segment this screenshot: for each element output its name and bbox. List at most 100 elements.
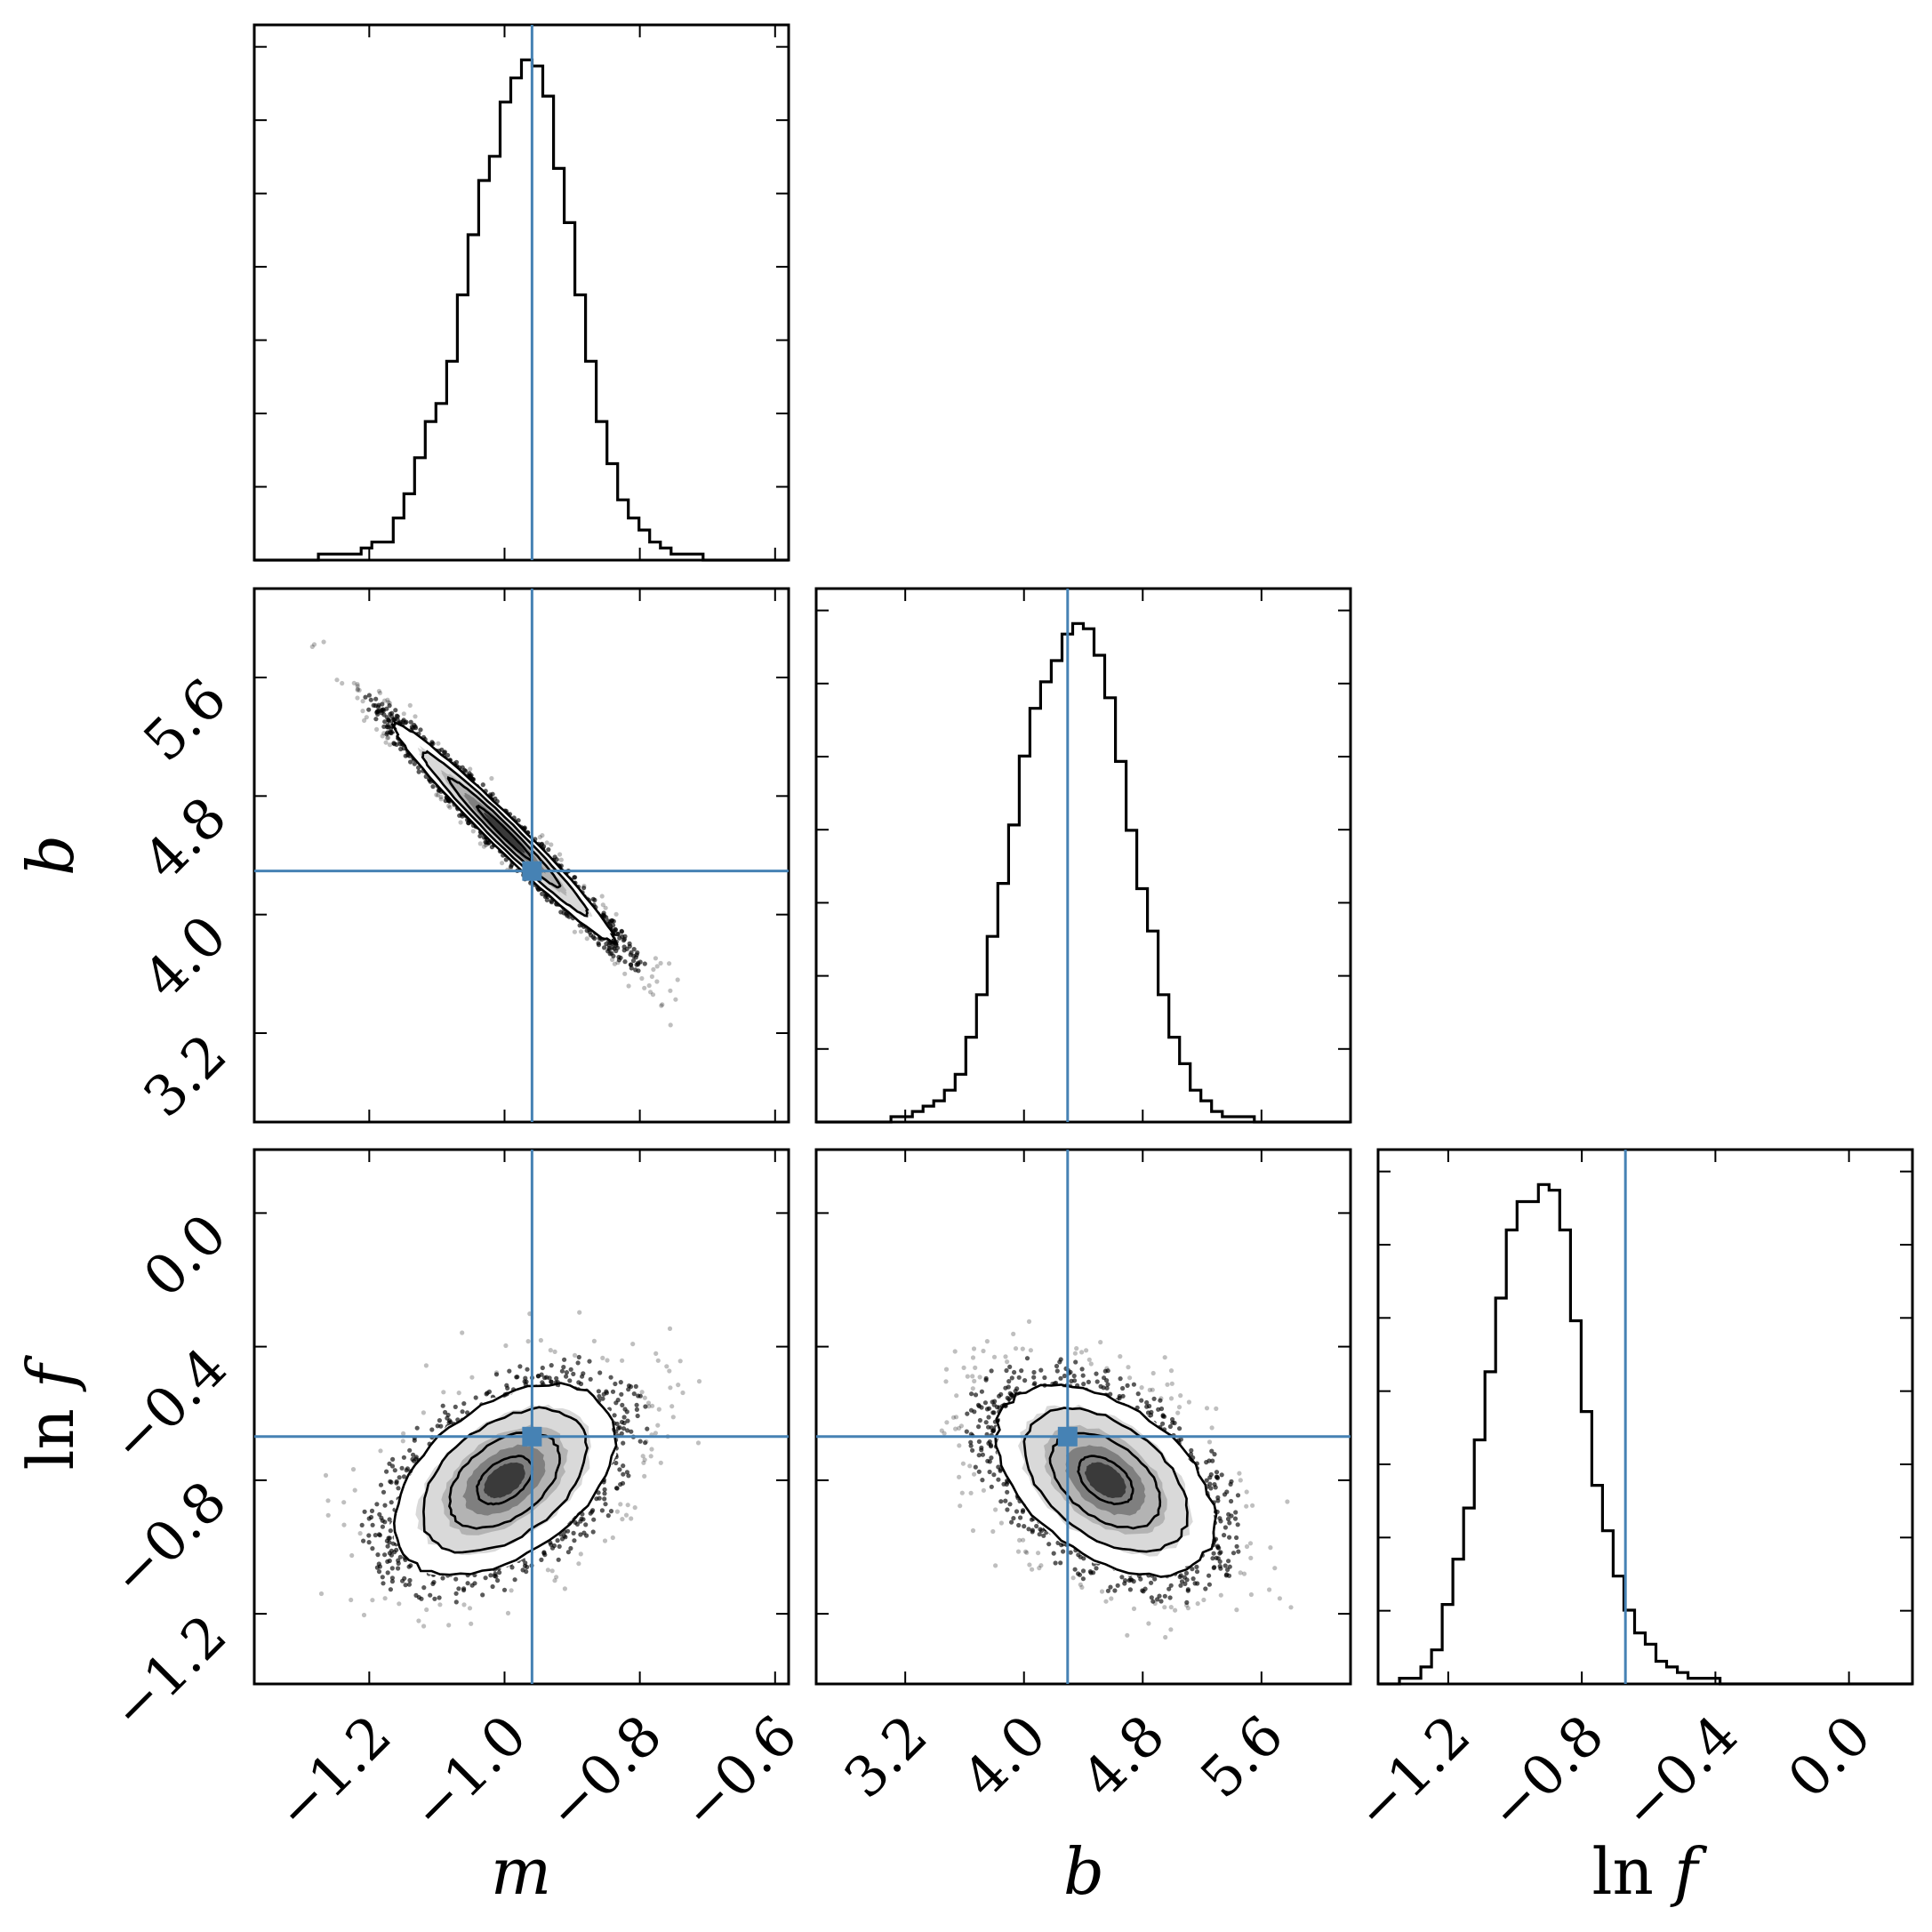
contour-line xyxy=(422,1406,589,1554)
scatter-point xyxy=(567,1378,573,1383)
scatter-point xyxy=(401,1474,407,1479)
scatter-point xyxy=(1001,1481,1006,1487)
scatter-point xyxy=(1118,1376,1123,1382)
scatter-point xyxy=(542,1375,548,1381)
scatter-point xyxy=(1071,1373,1077,1379)
scatter-point xyxy=(557,852,563,857)
scatter-point xyxy=(1072,1351,1078,1356)
scatter-point xyxy=(349,1552,355,1559)
scatter-point xyxy=(401,711,406,717)
joint-panel-m-b xyxy=(253,587,790,1124)
scatter-point xyxy=(977,1375,982,1380)
scatter-point xyxy=(1157,1593,1162,1599)
scatter-point xyxy=(1018,1515,1023,1520)
scatter-point xyxy=(480,1592,485,1598)
scatter-point xyxy=(1108,1584,1113,1590)
scatter-point xyxy=(1079,1350,1085,1355)
scatter-point xyxy=(654,964,660,969)
scatter-point xyxy=(352,1487,357,1493)
scatter-point xyxy=(1204,1406,1210,1411)
scatter-point xyxy=(523,1375,528,1381)
scatter-point xyxy=(1098,1340,1103,1345)
scatter-point xyxy=(389,1500,394,1505)
scatter-point xyxy=(677,1359,683,1364)
scatter-point xyxy=(437,1602,443,1607)
scatter-point xyxy=(376,688,381,694)
scatter-point xyxy=(368,697,373,702)
scatter-point xyxy=(357,687,362,693)
y-tick-label-b: 4.0 xyxy=(131,903,238,1011)
scatter-point xyxy=(1149,1595,1154,1600)
scatter-point xyxy=(1178,1393,1183,1399)
scatter-point xyxy=(653,1351,659,1356)
scatter-point xyxy=(483,1575,488,1581)
scatter-point xyxy=(604,1391,610,1396)
scatter-point xyxy=(555,1538,560,1543)
scatter-point xyxy=(620,1517,625,1522)
scatter-point xyxy=(561,1365,566,1370)
scatter-point xyxy=(1102,1368,1108,1374)
scatter-point xyxy=(993,1563,998,1568)
scatter-point xyxy=(374,1502,380,1507)
scatter-point xyxy=(1119,1575,1125,1580)
density-fill xyxy=(1085,1462,1126,1498)
scatter-point xyxy=(637,959,643,965)
scatter-point xyxy=(382,1503,388,1508)
scatter-point xyxy=(1218,1592,1223,1598)
scatter-point xyxy=(309,644,315,650)
scatter-point xyxy=(368,1514,374,1520)
scatter-point xyxy=(377,1533,382,1538)
scatter-point xyxy=(318,1591,325,1597)
scatter-point xyxy=(597,1495,602,1501)
scatter-point xyxy=(1061,1549,1066,1554)
scatter-point xyxy=(958,1423,964,1429)
scatter-point xyxy=(1013,1346,1019,1351)
scatter-point xyxy=(1176,1405,1182,1410)
scatter-point xyxy=(626,1387,631,1392)
scatter-point xyxy=(470,829,476,834)
scatter-point xyxy=(968,1490,974,1495)
scatter-point xyxy=(366,1533,372,1538)
scatter-point xyxy=(380,1518,385,1523)
scatter-point xyxy=(467,1606,473,1611)
scatter-point xyxy=(633,967,638,973)
scatter-point xyxy=(340,680,345,686)
scatter-point xyxy=(1005,1395,1010,1400)
density-b-lnf xyxy=(939,1319,1294,1640)
scatter-point xyxy=(460,1330,465,1335)
scatter-point xyxy=(564,1370,570,1375)
scatter-point xyxy=(1009,1519,1014,1525)
scatter-point xyxy=(602,913,607,918)
scatter-point xyxy=(458,820,463,825)
scatter-point xyxy=(576,1354,581,1360)
scatter-point xyxy=(376,1561,381,1567)
scatter-point xyxy=(953,1415,959,1420)
scatter-point xyxy=(581,886,587,891)
scatter-point xyxy=(566,914,572,919)
scatter-point xyxy=(1194,1569,1200,1575)
scatter-point xyxy=(1038,1563,1044,1568)
scatter-point xyxy=(653,1431,659,1436)
scatter-point xyxy=(1059,1543,1064,1548)
scatter-point xyxy=(1091,1570,1096,1575)
scatter-point xyxy=(386,735,391,741)
scatter-point xyxy=(968,1407,974,1413)
scatter-point xyxy=(1072,1567,1078,1572)
scatter-point xyxy=(325,1498,331,1503)
density-fill xyxy=(483,1462,525,1499)
scatter-point xyxy=(384,1469,389,1474)
scatter-point xyxy=(411,1452,416,1457)
scatter-point xyxy=(1030,1567,1035,1572)
scatter-point xyxy=(984,1339,990,1344)
scatter-point xyxy=(1058,1560,1063,1566)
histogram-panel-lnf xyxy=(1376,1148,1914,1686)
scatter-point xyxy=(549,842,554,847)
scatter-point xyxy=(640,1454,645,1459)
scatter-point xyxy=(973,1392,979,1398)
scatter-point xyxy=(1207,1481,1213,1487)
scatter-point xyxy=(1131,1606,1137,1611)
scatter-point xyxy=(562,1586,568,1591)
scatter-point xyxy=(374,709,381,715)
scatter-point xyxy=(599,894,605,899)
scatter-point xyxy=(621,948,627,953)
